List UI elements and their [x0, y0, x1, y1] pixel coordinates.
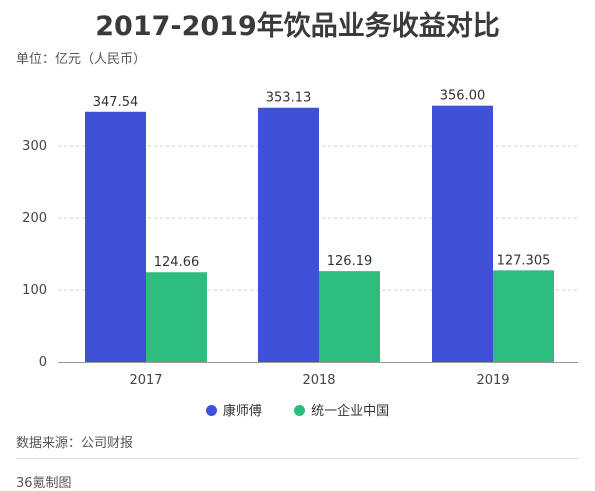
bar — [432, 105, 493, 363]
bar — [85, 111, 146, 362]
unit-label: 单位：亿元（人民币） — [16, 52, 147, 67]
legend-item-uni-president: 统一企业中国 — [294, 400, 389, 419]
y-tick-label: 200 — [22, 211, 47, 226]
data-label: 126.19 — [327, 254, 373, 269]
legend-swatch-kangshifu — [205, 405, 217, 416]
data-label: 356.00 — [440, 89, 486, 104]
legend-label-kangshifu: 康师傅 — [222, 404, 262, 419]
y-tick-label: 0 — [39, 355, 47, 370]
legend-label-uni-president: 统一企业中国 — [311, 404, 390, 419]
bar — [493, 270, 554, 362]
legend: 康师傅 统一企业中国 — [0, 400, 595, 419]
bar-chart: 0 100 200 300 347.54 124.66 2017 353.13 126.19 20… — [22, 89, 578, 388]
bar — [258, 107, 319, 362]
y-tick-label: 300 — [22, 139, 47, 154]
data-label: 124.66 — [154, 255, 200, 270]
bar — [319, 271, 380, 362]
x-tick-label: 2019 — [476, 373, 509, 388]
chart-title: 2017-2019年饮品业务收益对比 — [95, 11, 500, 42]
bar — [146, 272, 207, 362]
chart-credit: 36氪制图 — [16, 476, 72, 491]
data-label: 347.54 — [93, 95, 139, 110]
legend-swatch-uni-president — [294, 405, 306, 416]
x-tick-label: 2018 — [302, 373, 335, 388]
legend-item-kangshifu: 康师傅 — [205, 400, 262, 419]
data-source: 数据来源：公司财报 — [16, 436, 134, 451]
data-label: 353.13 — [266, 91, 312, 106]
data-label: 127.305 — [497, 253, 551, 268]
x-tick-label: 2017 — [129, 373, 162, 388]
divider — [16, 458, 579, 459]
y-tick-label: 100 — [22, 283, 47, 298]
